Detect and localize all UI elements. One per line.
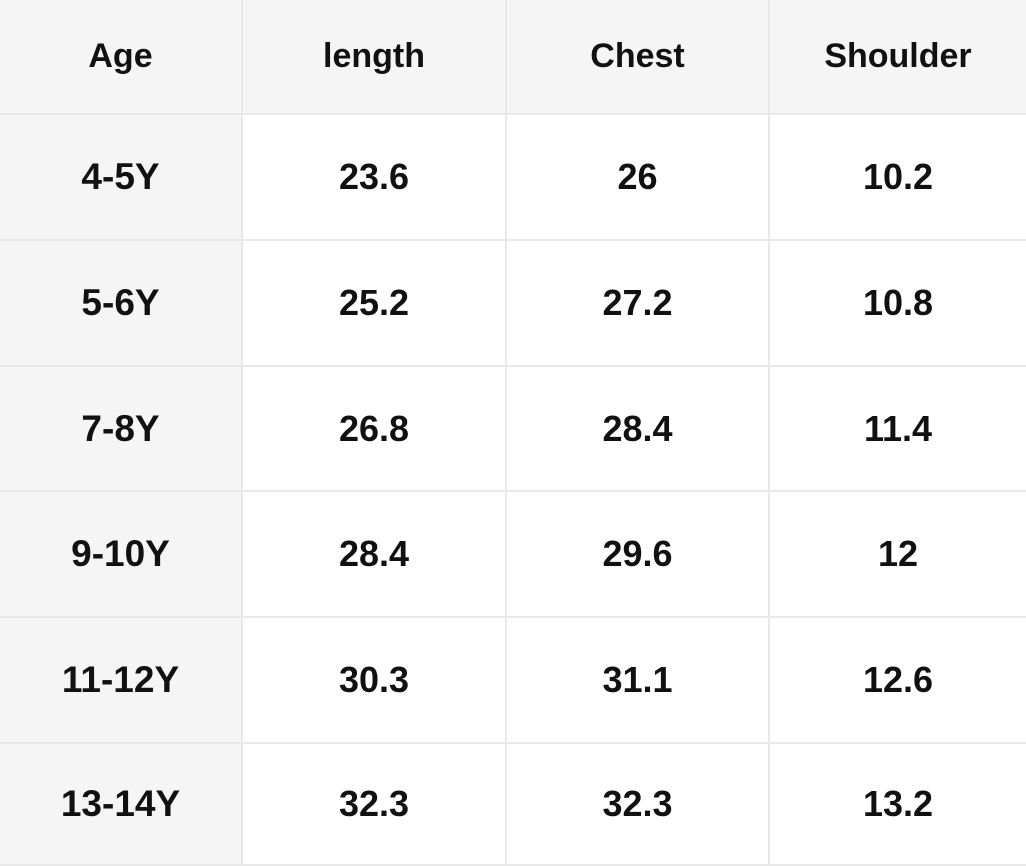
table-cell: 31.1 — [507, 618, 770, 744]
table-cell: 27.2 — [507, 241, 770, 367]
table-cell: 30.3 — [243, 618, 507, 744]
header-cell: length — [243, 0, 507, 115]
table-cell: 29.6 — [507, 492, 770, 618]
table-cell: 23.6 — [243, 115, 507, 241]
table-cell: 25.2 — [243, 241, 507, 367]
table-cell: 32.3 — [243, 744, 507, 866]
table-cell: 26.8 — [243, 367, 507, 492]
row-label: 5-6Y — [0, 241, 243, 367]
row-label: 9-10Y — [0, 492, 243, 618]
table-cell: 13.2 — [770, 744, 1026, 866]
header-cell: Chest — [507, 0, 770, 115]
table-cell: 28.4 — [507, 367, 770, 492]
table-cell: 28.4 — [243, 492, 507, 618]
row-label: 4-5Y — [0, 115, 243, 241]
table-cell: 10.2 — [770, 115, 1026, 241]
table-cell: 32.3 — [507, 744, 770, 866]
row-label: 11-12Y — [0, 618, 243, 744]
table-cell: 12.6 — [770, 618, 1026, 744]
row-label: 7-8Y — [0, 367, 243, 492]
header-cell: Shoulder — [770, 0, 1026, 115]
table-cell: 12 — [770, 492, 1026, 618]
table-cell: 26 — [507, 115, 770, 241]
table-cell: 10.8 — [770, 241, 1026, 367]
row-label: 13-14Y — [0, 744, 243, 866]
table-cell: 11.4 — [770, 367, 1026, 492]
header-cell: Age — [0, 0, 243, 115]
